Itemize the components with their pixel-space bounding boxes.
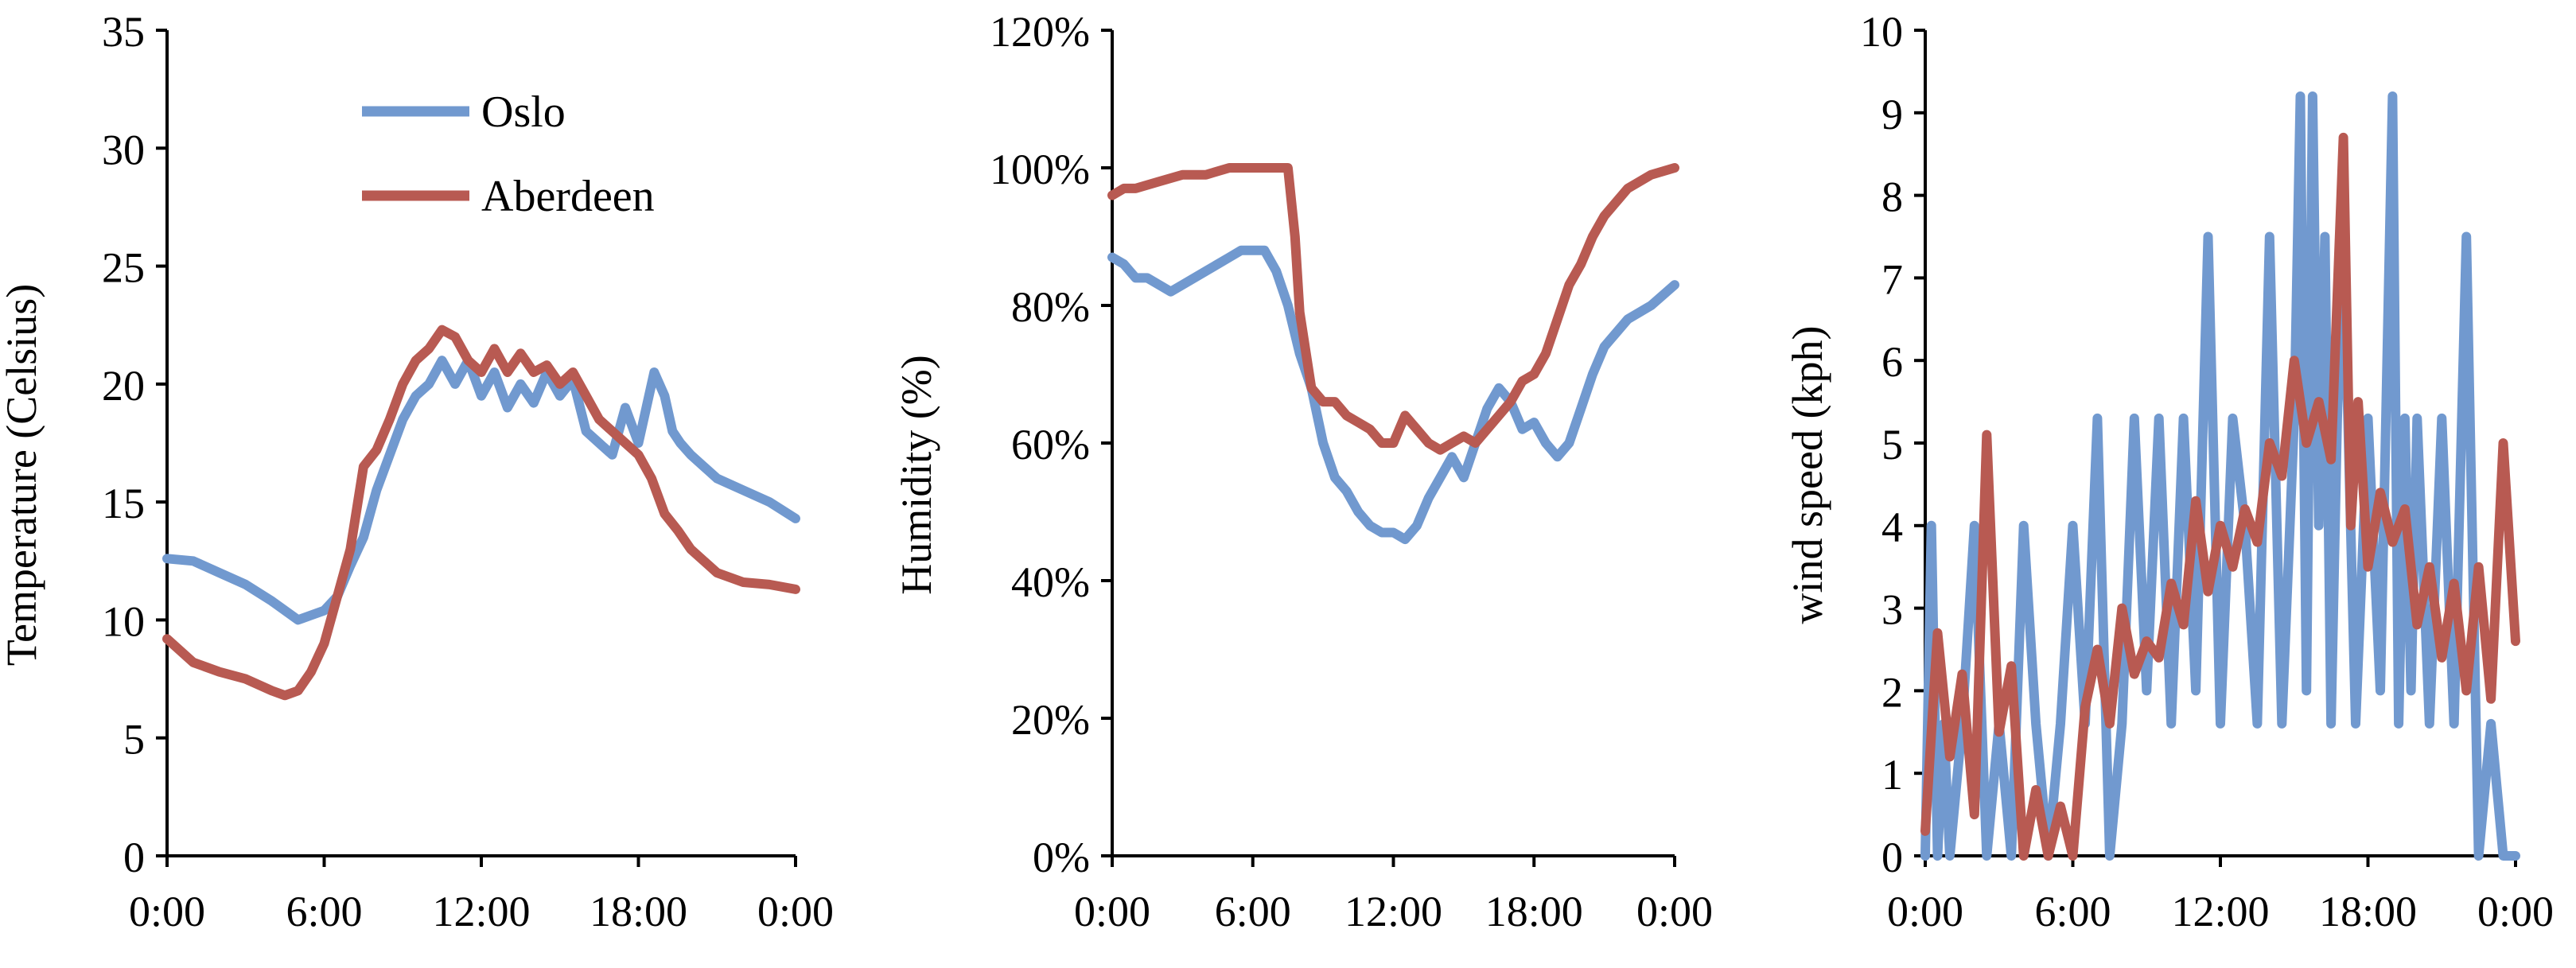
x-tick-label: 0:00	[2477, 888, 2554, 935]
legend-label-1: Oslo	[481, 87, 566, 137]
y-tick-label: 7	[1881, 255, 1903, 303]
series-line-2	[1107, 163, 1679, 455]
x-tick-label: 0:00	[1887, 888, 1963, 935]
legend: Oslo Aberdeen	[362, 87, 655, 221]
x-tick-label: 18:00	[590, 888, 687, 935]
y-tick-label: 10	[102, 597, 145, 645]
y-tick-label: 1	[1881, 751, 1903, 799]
series-line-1	[1107, 245, 1679, 545]
y-tick-label: 3	[1881, 586, 1903, 634]
x-tick-label: 0:00	[757, 888, 834, 935]
x-tick-label: 18:00	[1485, 888, 1583, 935]
y-tick-label: 4	[1881, 503, 1903, 551]
y-tick-label: 25	[102, 244, 145, 292]
chart-panel-2: 0% 20% 40% 60% 80% 100% 120% 0:00 6:00 12:00 18:00…	[893, 8, 1713, 935]
chart-panel-3: 0 1 2 3 4 5 6 7 8 9 10 0:00 6:00 12:00 18:00 0:00 wind s…	[1784, 8, 2554, 935]
y-tick-label: 20	[102, 362, 145, 410]
y-tick-label: 6	[1881, 338, 1903, 386]
y-tick-label: 0%	[1033, 834, 1090, 881]
y-axis-title: Humidity (%)	[893, 355, 940, 594]
x-tick-label: 6:00	[286, 888, 362, 935]
y-tick-label: 100%	[990, 146, 1090, 193]
y-tick-label: 30	[102, 126, 145, 173]
y-tick-label: 8	[1881, 173, 1903, 221]
y-tick-label: 80%	[1011, 283, 1090, 331]
legend-label-2: Aberdeen	[481, 172, 655, 221]
y-tick-label: 15	[102, 480, 145, 527]
series-line-2	[162, 325, 800, 701]
y-tick-label: 10	[1860, 8, 1903, 56]
series-line-1	[162, 356, 800, 625]
x-tick-label: 0:00	[129, 888, 205, 935]
y-tick-label: 0	[123, 834, 145, 881]
y-tick-label: 20%	[1011, 696, 1090, 744]
x-tick-label: 6:00	[2034, 888, 2111, 935]
x-tick-label: 12:00	[432, 888, 530, 935]
x-tick-label: 6:00	[1215, 888, 1291, 935]
x-tick-label: 18:00	[2319, 888, 2417, 935]
y-tick-label: 2	[1881, 668, 1903, 716]
y-tick-label: 40%	[1011, 558, 1090, 606]
y-axis-title: wind speed (kph)	[1784, 326, 1831, 624]
x-tick-label: 12:00	[2171, 888, 2269, 935]
y-axis-title: Temperature (Celsius)	[0, 284, 45, 667]
chart-panel-1: 0 5 10 15 20 25 30 35 0:00 6:00 12:00 18:00 0:00 Temp…	[0, 8, 834, 935]
y-tick-label: 60%	[1011, 421, 1090, 468]
series-line-2	[1920, 132, 2520, 861]
y-tick-label: 5	[1881, 421, 1903, 468]
x-tick-label: 0:00	[1636, 888, 1713, 935]
y-tick-label: 0	[1881, 834, 1903, 881]
y-tick-label: 120%	[990, 8, 1090, 56]
y-tick-label: 9	[1881, 91, 1903, 138]
x-tick-label: 0:00	[1074, 888, 1150, 935]
y-tick-label: 35	[102, 8, 145, 56]
x-tick-label: 12:00	[1344, 888, 1442, 935]
y-tick-label: 5	[123, 716, 145, 764]
